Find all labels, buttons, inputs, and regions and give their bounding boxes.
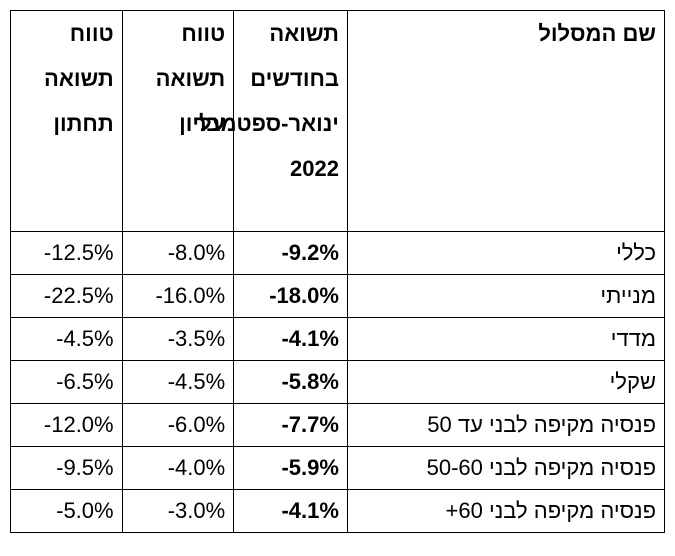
upper-range-cell: -8.0%	[121, 231, 235, 275]
lower-range-cell: -4.5%	[10, 317, 123, 361]
period-return-cell: -18.0%	[233, 274, 348, 318]
upper-range-cell: -16.0%	[121, 274, 235, 318]
table-row: פנסיה מקיפה לבני עד 50 -7.7% -6.0% -12.0…	[10, 403, 666, 447]
table-row: כללי -9.2% -8.0% -12.5%	[10, 231, 666, 275]
period-return-cell: -4.1%	[233, 317, 348, 361]
upper-range-cell: -4.5%	[121, 360, 235, 404]
table-row: שקלי -5.8% -4.5% -6.5%	[10, 360, 666, 404]
period-return-cell: -7.7%	[233, 403, 348, 447]
table-row: מנייתי -18.0% -16.0% -22.5%	[10, 274, 666, 318]
header-lower-range: טווח תשואה תחתון	[10, 10, 123, 232]
track-name-cell: מדדי	[346, 317, 666, 361]
table-row: פנסיה מקיפה לבני 50-60 -5.9% -4.0% -9.5%	[10, 446, 666, 490]
track-name-cell: פנסיה מקיפה לבני 60+	[346, 489, 666, 533]
period-return-cell: -4.1%	[233, 489, 348, 533]
upper-range-cell: -3.0%	[121, 489, 235, 533]
track-name-cell: מנייתי	[346, 274, 666, 318]
header-period-return: תשואה בחודשים ינואר-ספטמבר 2022	[194, 10, 348, 232]
returns-table: שם המסלול תשואה בחודשים ינואר-ספטמבר 202…	[10, 10, 666, 533]
header-row: שם המסלול תשואה בחודשים ינואר-ספטמבר 202…	[10, 10, 666, 232]
track-name-cell: כללי	[346, 231, 666, 275]
period-return-cell: -9.2%	[233, 231, 348, 275]
header-track-name: שם המסלול	[346, 10, 666, 232]
track-name-cell: פנסיה מקיפה לבני עד 50	[346, 403, 666, 447]
lower-range-cell: -22.5%	[10, 274, 123, 318]
lower-range-cell: -12.5%	[10, 231, 123, 275]
lower-range-cell: -5.0%	[10, 489, 123, 533]
period-return-cell: -5.8%	[233, 360, 348, 404]
table-row: פנסיה מקיפה לבני 60+ -4.1% -3.0% -5.0%	[10, 489, 666, 533]
lower-range-cell: -9.5%	[10, 446, 123, 490]
lower-range-cell: -12.0%	[10, 403, 123, 447]
period-return-cell: -5.9%	[233, 446, 348, 490]
track-name-cell: פנסיה מקיפה לבני 50-60	[346, 446, 666, 490]
upper-range-cell: -4.0%	[121, 446, 235, 490]
upper-range-cell: -3.5%	[121, 317, 235, 361]
lower-range-cell: -6.5%	[10, 360, 123, 404]
table-row: מדדי -4.1% -3.5% -4.5%	[10, 317, 666, 361]
track-name-cell: שקלי	[346, 360, 666, 404]
header-upper-range: טווח תשואה עליון	[121, 10, 235, 232]
upper-range-cell: -6.0%	[121, 403, 235, 447]
